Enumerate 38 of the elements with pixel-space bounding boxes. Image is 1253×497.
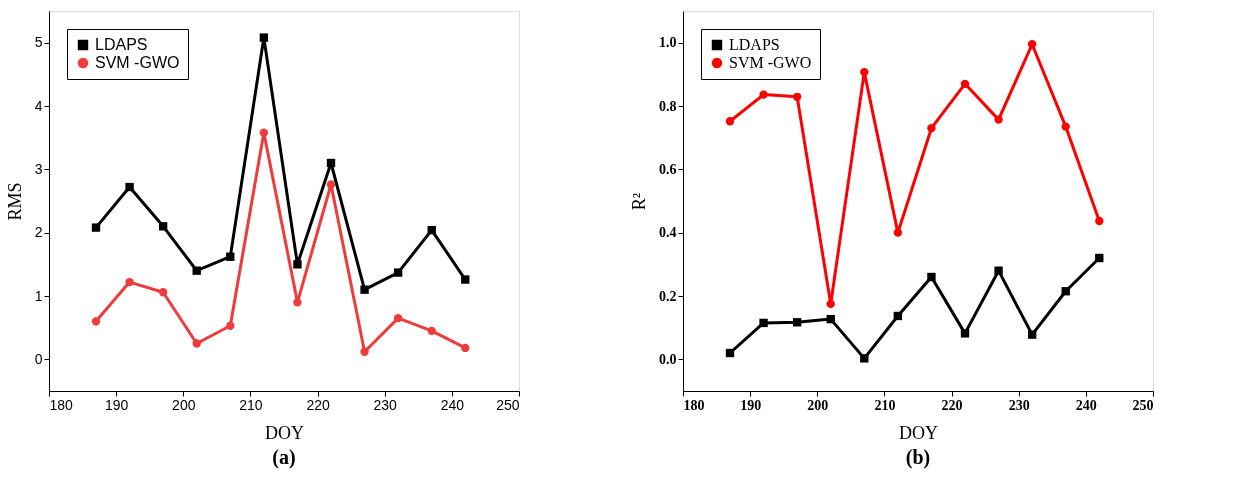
x-tick-label: 230 [373, 396, 398, 413]
x-tick-label: 200 [807, 397, 829, 413]
y-tick-label: 0.0 [659, 351, 677, 367]
text: (a) [272, 446, 296, 469]
y-tick-label: 1.0 [659, 35, 677, 51]
x-axis-title: DOY [899, 422, 938, 443]
y-tick-label: 3 [34, 160, 43, 177]
y-tick-label: 0.2 [659, 288, 677, 304]
legend-label: SVM -GWO [95, 54, 180, 71]
x-tick-label: 250 [1132, 397, 1154, 413]
legend-label: LDAPS [729, 36, 780, 53]
y-tick-label: 1 [34, 287, 43, 304]
x-tick-label: 210 [239, 396, 263, 413]
x-tick-label: 240 [440, 396, 465, 413]
y-tick-label: 2 [34, 224, 43, 241]
x-tick-label: 180 [49, 396, 74, 413]
legend-label: LDAPS [95, 36, 148, 53]
x-tick-label: 250 [496, 396, 520, 413]
x-tick-label: 190 [104, 396, 129, 413]
y-tick-label: 5 [34, 34, 43, 51]
y-tick-label: 4 [34, 97, 43, 114]
y-tick-label: 0 [34, 350, 43, 367]
x-tick-label: 220 [306, 396, 330, 413]
x-tick-label: 210 [874, 397, 896, 413]
x-tick-label: 180 [683, 397, 705, 413]
y-tick-label: 0.6 [659, 161, 677, 177]
x-tick-label: 200 [172, 396, 196, 413]
y-tick-label: 0.4 [659, 225, 677, 241]
x-tick-label: 230 [1008, 397, 1030, 413]
text: (b) [905, 446, 931, 469]
y-tick-label: 0.8 [659, 98, 677, 114]
x-tick-label: 190 [740, 397, 762, 413]
legend-label: SVM -GWO [729, 54, 812, 71]
y-axis-title: RMS [4, 182, 25, 221]
x-axis-title: DOY [265, 422, 304, 443]
x-tick-label: 220 [941, 397, 963, 413]
x-tick-label: 240 [1075, 397, 1097, 413]
y-axis-title: R² [629, 192, 649, 211]
